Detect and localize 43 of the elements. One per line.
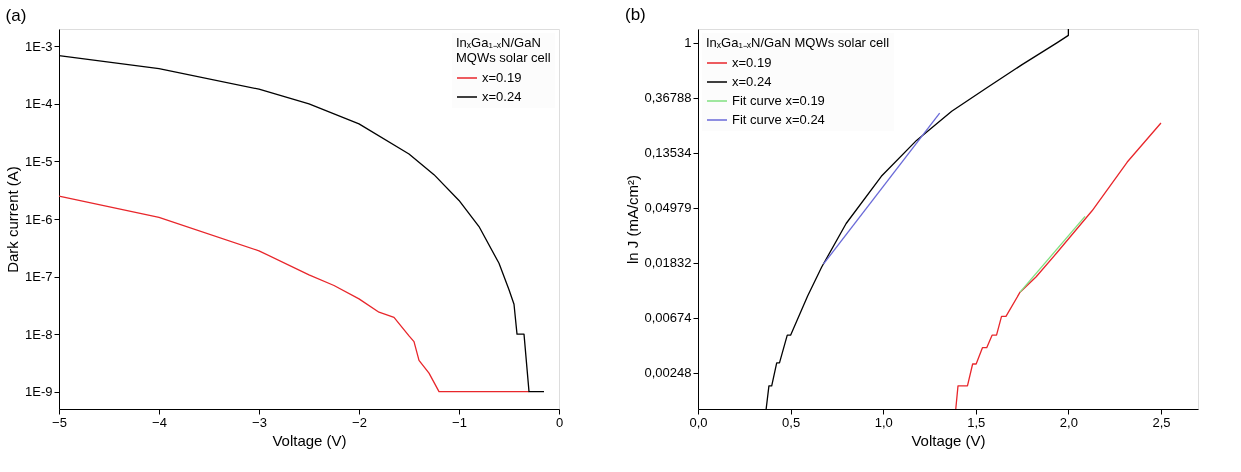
x-tick-label: 0,0 bbox=[689, 414, 708, 430]
y-axis-title: ln J (mA/cm²) bbox=[623, 174, 641, 265]
x-tick-label: −3 bbox=[252, 414, 267, 430]
x-tick-label: −5 bbox=[52, 414, 67, 430]
x-tick-label: 1,0 bbox=[874, 414, 893, 430]
x-tick-label: 0 bbox=[555, 414, 564, 430]
y-tick-label: 0,00248 bbox=[644, 365, 692, 381]
y-tick-label: 0,01832 bbox=[644, 255, 692, 271]
text: InₓGa₁₋ₓN/GaN bbox=[456, 35, 541, 50]
x-tick-label: 1,5 bbox=[967, 414, 986, 430]
x-axis-title: Voltage (V) bbox=[911, 431, 986, 449]
y-tick-label: 0,04979 bbox=[644, 200, 692, 216]
chart-title: (b) bbox=[625, 5, 646, 25]
y-tick-label: 1E-3 bbox=[25, 38, 53, 54]
legend-label: x=0.19 bbox=[732, 55, 772, 70]
y-tick-label: 0,36788 bbox=[644, 90, 692, 106]
y-tick-label: 1E-8 bbox=[25, 326, 53, 342]
legend-label: x=0.24 bbox=[482, 89, 522, 104]
legend-label: Fit curve x=0.19 bbox=[732, 93, 825, 108]
line-series bbox=[955, 122, 1162, 410]
x-tick-label: −1 bbox=[452, 414, 467, 430]
chart-title: (a) bbox=[5, 6, 27, 25]
x-axis-title: Voltage (V) bbox=[272, 431, 347, 449]
y-tick-label: 1E-4 bbox=[25, 96, 53, 112]
y-tick-label: 1 bbox=[684, 35, 692, 51]
x-tick-label: 2,5 bbox=[1152, 414, 1171, 430]
y-tick-label: 0,13534 bbox=[644, 145, 692, 161]
y-tick-label: 1E-5 bbox=[25, 153, 53, 169]
x-tick-label: 2,0 bbox=[1059, 414, 1078, 430]
x-tick-label: 0,5 bbox=[782, 414, 801, 430]
x-tick-label: −4 bbox=[152, 414, 167, 430]
legend-title: InₓGa₁₋ₓN/GaN MQWs solar cell bbox=[706, 35, 890, 50]
legend-label: x=0.24 bbox=[732, 74, 772, 89]
legend-label: x=0.19 bbox=[482, 70, 522, 85]
legend-label: Fit curve x=0.24 bbox=[732, 112, 825, 127]
y-tick-label: 1E-6 bbox=[25, 211, 53, 227]
y-tick-label: 1E-7 bbox=[25, 269, 53, 285]
y-tick-label: 1E-9 bbox=[25, 384, 53, 400]
y-axis-title: Dark current (A) bbox=[4, 166, 22, 273]
line-series bbox=[58, 195, 530, 393]
x-tick-label: −2 bbox=[352, 414, 367, 430]
text: MQWs solar cell bbox=[456, 50, 551, 65]
y-tick-label: 0,00674 bbox=[644, 310, 692, 326]
